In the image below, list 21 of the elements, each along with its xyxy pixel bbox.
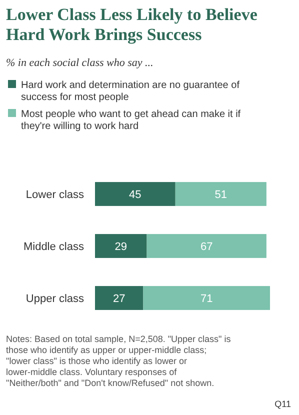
data-label: 67 [200, 241, 213, 253]
text: Q11 [274, 399, 291, 409]
legend-label: Most people who want to get ahead can make it if they're willing to work hard [21, 109, 241, 132]
chart-title: Lower Class Less Likely to Believe Hard Work Brings Success [6, 5, 258, 44]
data-label: 29 [114, 241, 128, 253]
data-label: 51 [214, 189, 228, 201]
data-label: 45 [129, 189, 142, 201]
text: Notes: Based on total sample, N=2,508. "Upper class" is those who identify as upper or upper-middle class; "lower class" is those who identify as lower or lower-middle class. Voluntary responses of "Neither/both" and "Don't know/Refused" not shown. [6, 334, 232, 388]
chart-subtitle: % in each social class who say ... [6, 57, 154, 69]
data-label: 71 [200, 293, 213, 305]
bar [146, 234, 266, 258]
bar [175, 182, 266, 206]
y-tick-label: Upper class [26, 293, 84, 305]
bar [95, 234, 147, 258]
y-tick-label: Middle class [23, 241, 84, 253]
bar [95, 286, 144, 310]
bar [143, 286, 270, 310]
data-label: 27 [112, 293, 126, 305]
legend-label: Hard work and determination are no guarantee of success for most people [21, 80, 240, 103]
bar [95, 182, 176, 206]
y-tick-label: Lower class [26, 189, 84, 201]
